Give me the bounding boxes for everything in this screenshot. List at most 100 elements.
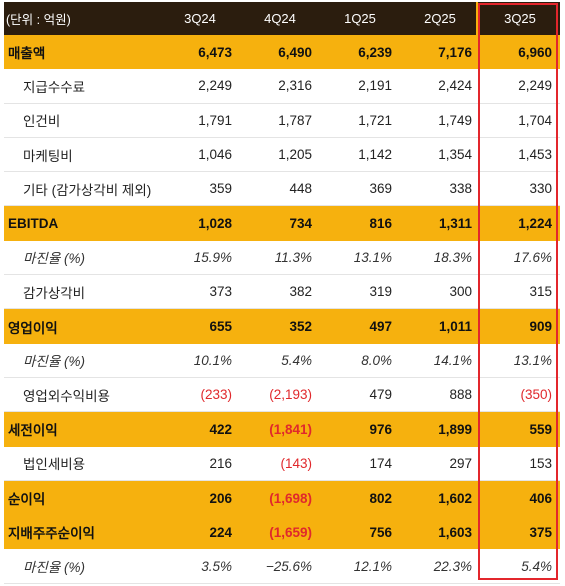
row-label: 지급수수료 xyxy=(23,79,86,95)
row-value: 1,791 xyxy=(198,112,232,128)
table-row: 세전이익 422 (1,841) 976 1,899 559 xyxy=(4,412,560,447)
row-label: 지배주주순이익 xyxy=(8,526,95,542)
row-value: 216 xyxy=(209,455,232,471)
table-row: 영업이익 655 352 497 1,011 909 xyxy=(4,309,560,344)
row-value: 2,249 xyxy=(198,78,232,94)
row-value: 1,787 xyxy=(278,112,312,128)
row-value: 6,960 xyxy=(518,44,552,60)
row-value: 17.6% xyxy=(513,249,552,265)
row-value: (350) xyxy=(520,387,552,403)
row-value: 5.4% xyxy=(521,558,552,574)
row-value: 6,490 xyxy=(278,44,312,60)
row-value: 734 xyxy=(289,216,312,232)
row-label: EBITDA xyxy=(8,216,59,232)
row-value: 1,224 xyxy=(518,216,552,232)
table-row: 인건비 1,791 1,787 1,721 1,749 1,704 xyxy=(4,103,560,138)
row-value: 369 xyxy=(369,181,392,197)
row-value: 10.1% xyxy=(193,352,232,368)
table-row: 영업외수익비용 (233) (2,193) 479 888 (350) xyxy=(4,377,560,413)
row-label: 법인세비용 xyxy=(23,457,86,473)
row-value: 448 xyxy=(289,181,312,197)
financial-table: (단위 : 억원) 3Q24 4Q24 1Q25 2Q25 3Q25 매출액 6,… xyxy=(4,2,560,584)
row-value: 315 xyxy=(529,284,552,300)
row-label: 순이익 xyxy=(8,492,46,507)
row-value: 1,311 xyxy=(438,216,472,232)
row-value: 382 xyxy=(289,284,312,300)
row-value: 756 xyxy=(369,524,392,540)
row-value: 1,028 xyxy=(198,216,232,232)
row-label: 인건비 xyxy=(23,114,61,130)
row-value: 1,142 xyxy=(358,147,392,163)
row-value: 300 xyxy=(449,284,472,300)
row-value: 655 xyxy=(209,319,232,335)
row-value: 1,602 xyxy=(438,490,472,506)
row-label: 세전이익 xyxy=(8,423,58,439)
row-value: 11.3% xyxy=(274,249,312,265)
row-value: 888 xyxy=(449,387,472,403)
highlight-divider xyxy=(476,2,478,35)
row-value: 359 xyxy=(209,181,232,197)
row-label: 기타 (감가상각비 제외) xyxy=(23,182,152,198)
row-value: 153 xyxy=(529,455,552,471)
row-value: 330 xyxy=(529,181,552,197)
row-label: 마진율 (%) xyxy=(23,354,86,370)
row-value: (1,841) xyxy=(269,421,312,437)
row-value: 976 xyxy=(369,421,392,437)
period-header: 3Q25 xyxy=(504,11,536,26)
table-row: 법인세비용 216 (143) 174 297 153 xyxy=(4,446,560,481)
table-row: 매출액 6,473 6,490 6,239 7,176 6,960 xyxy=(4,35,560,70)
table-body: 매출액 6,473 6,490 6,239 7,176 6,960 지급수수료 2,249 2,… xyxy=(4,35,560,584)
row-value: 1,749 xyxy=(438,112,472,128)
period-header: 4Q24 xyxy=(264,11,296,26)
row-value: 1,899 xyxy=(438,421,472,437)
row-value: 406 xyxy=(529,490,552,506)
row-value: 816 xyxy=(369,216,392,232)
row-value: 297 xyxy=(449,455,472,471)
row-value: 1,603 xyxy=(438,524,472,540)
row-value: 2,191 xyxy=(358,78,392,94)
row-label: 매출액 xyxy=(8,46,46,62)
row-value: 1,704 xyxy=(518,112,552,128)
row-label: 영업외수익비용 xyxy=(23,388,110,404)
row-value: (1,659) xyxy=(269,524,312,540)
row-label: 마진율 (%) xyxy=(23,560,86,576)
unit-label: (단위 : 억원) xyxy=(6,13,71,27)
row-value: 7,176 xyxy=(438,44,472,60)
row-value: 375 xyxy=(529,524,552,540)
table-row: 마진율 (%) 10.1% 5.4% 8.0% 14.1% 13.1% xyxy=(4,343,560,378)
row-value: 6,239 xyxy=(358,44,392,60)
row-value: 6,473 xyxy=(198,44,232,60)
row-value: 15.9% xyxy=(193,249,232,265)
row-value: 1,011 xyxy=(438,319,472,335)
table-row: EBITDA 1,028 734 816 1,311 1,224 xyxy=(4,206,560,241)
row-label: 마진율 (%) xyxy=(23,251,86,267)
row-value: 2,316 xyxy=(278,78,312,94)
row-value: 5.4% xyxy=(281,352,312,368)
row-value: 352 xyxy=(289,319,312,335)
row-value: 802 xyxy=(369,490,392,506)
row-value: 1,721 xyxy=(358,112,392,128)
row-value: 1,046 xyxy=(198,147,232,163)
table-row: 순이익 206 (1,698) 802 1,602 406 xyxy=(4,480,560,516)
row-value: 497 xyxy=(369,319,392,335)
table-row: 마케팅비 1,046 1,205 1,142 1,354 1,453 xyxy=(4,137,560,173)
row-value: 13.1% xyxy=(513,352,552,368)
row-value: 3.5% xyxy=(201,558,232,574)
row-value: 479 xyxy=(369,387,392,403)
row-value: (233) xyxy=(200,387,232,403)
table-row: 감가상각비 373 382 319 300 315 xyxy=(4,275,560,310)
row-value: 1,205 xyxy=(278,147,312,163)
row-value: 2,424 xyxy=(438,78,472,94)
table-row: 지배주주순이익 224 (1,659) 756 1,603 375 xyxy=(4,515,560,550)
row-value: 373 xyxy=(209,284,232,300)
table-row: 기타 (감가상각비 제외) 359 448 369 338 330 xyxy=(4,172,560,207)
row-value: 13.1% xyxy=(353,249,392,265)
table-row: 마진율 (%) 15.9% 11.3% 13.1% 18.3% 17.6% xyxy=(4,240,560,276)
period-header: 1Q25 xyxy=(344,11,376,26)
row-value: 1,354 xyxy=(438,147,472,163)
period-header: 3Q24 xyxy=(184,11,216,26)
row-value: (2,193) xyxy=(269,387,312,403)
row-label: 영업이익 xyxy=(8,320,58,336)
row-value: 2,249 xyxy=(518,78,552,94)
row-value: 8.0% xyxy=(361,352,392,368)
